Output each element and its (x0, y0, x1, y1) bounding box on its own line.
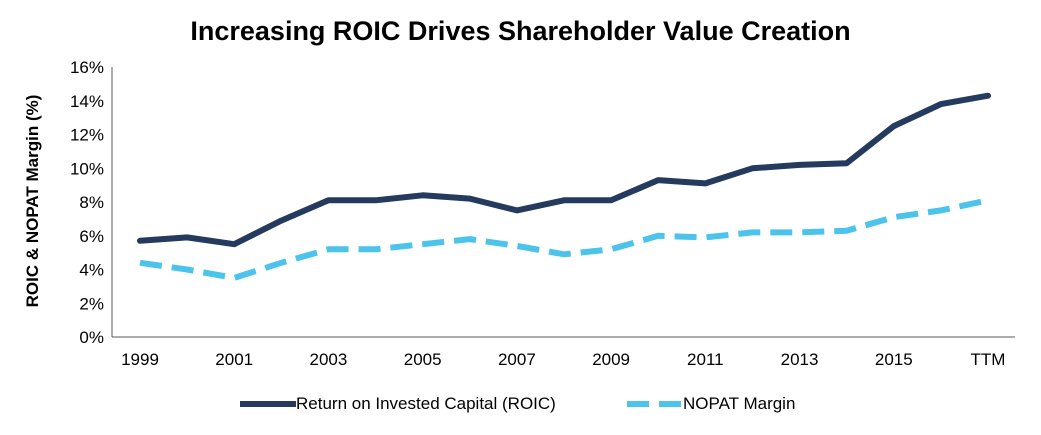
legend-item-roic: Return on Invested Capital (ROIC) (240, 388, 556, 420)
series-lines (137, 92, 991, 281)
x-tick-label: 2015 (875, 350, 913, 369)
x-tick-label: 2003 (310, 350, 348, 369)
y-tick-label: 16% (70, 58, 104, 77)
y-tick-label: 10% (70, 159, 104, 178)
y-ticks: 0% 2% 4% 6% 8% 10% 12% 14% 16% (70, 58, 104, 347)
series-line-roic (137, 92, 991, 248)
series-line-nopat-margin (139, 197, 989, 281)
x-tick-label: 2009 (592, 350, 630, 369)
legend-label-nopat-margin: NOPAT Margin (683, 394, 796, 413)
x-tick-label: 2007 (498, 350, 536, 369)
legend-item-nopat-margin: NOPAT Margin (627, 388, 795, 420)
x-ticks: 1999 2001 2003 2005 2007 2009 2011 2013 2015 TTM (121, 350, 1005, 369)
legend: Return on Invested Capital (ROIC) NOPAT … (0, 388, 1041, 420)
x-tick-label: 2001 (215, 350, 253, 369)
x-tick-label: 2005 (404, 350, 442, 369)
legend-swatch-roic (240, 401, 296, 407)
legend-label-roic: Return on Invested Capital (ROIC) (296, 394, 556, 413)
y-tick-label: 2% (79, 294, 104, 313)
y-tick-label: 14% (70, 92, 104, 111)
y-axis-label: ROIC & NOPAT Margin (%) (23, 95, 42, 308)
y-tick-label: 6% (79, 227, 104, 246)
y-tick-label: 0% (79, 328, 104, 347)
x-tick-label: 2011 (687, 350, 724, 369)
y-tick-label: 12% (70, 126, 104, 145)
line-chart: ROIC & NOPAT Margin (%) 0% 2% 4% 6% 8% 10% 12%… (23, 58, 1015, 369)
chart-title: Increasing ROIC Drives Shareholder Value… (190, 16, 851, 46)
x-tick-label: 2013 (781, 350, 819, 369)
y-tick-label: 8% (79, 193, 104, 212)
x-tick-label: TTM (971, 350, 1006, 369)
x-tick-label: 1999 (121, 350, 159, 369)
y-axis-label-group: ROIC & NOPAT Margin (%) (23, 95, 42, 308)
y-tick-label: 4% (79, 261, 104, 280)
legend-swatch-nopat-margin (627, 401, 683, 407)
